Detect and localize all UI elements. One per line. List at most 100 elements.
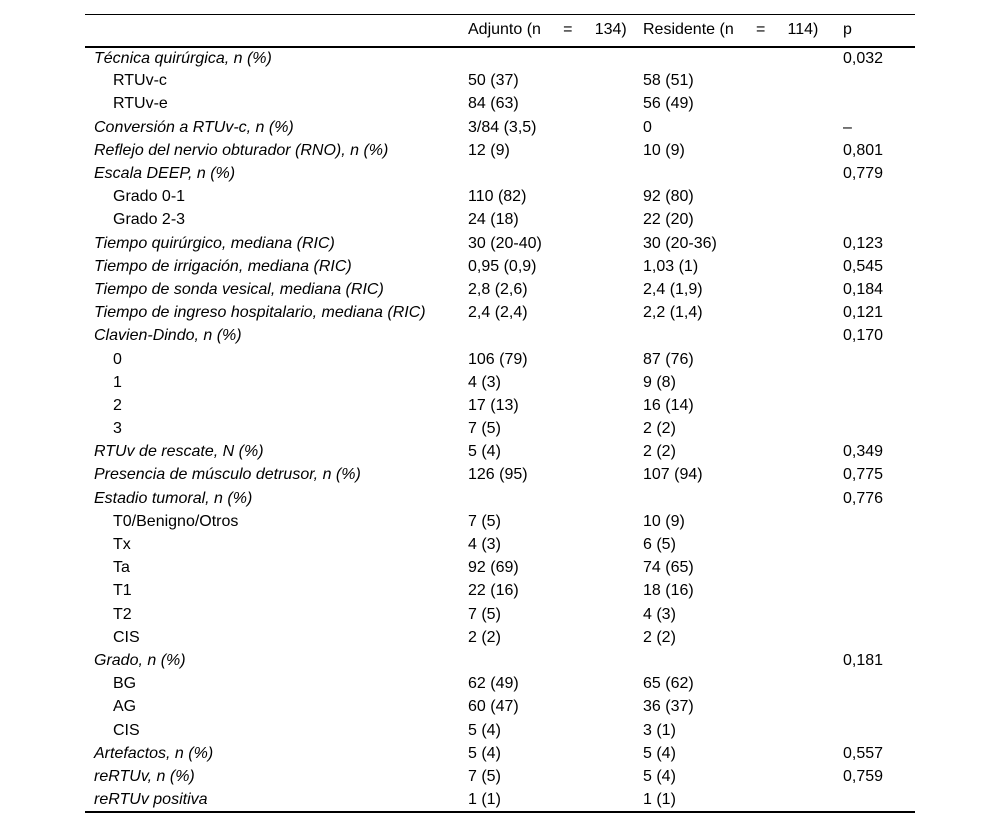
cell-adjunto xyxy=(468,162,643,185)
cell-p-value: 0,349 xyxy=(843,443,884,461)
cell-residente: 56 (49) xyxy=(643,95,694,113)
cell-adjunto: 2,8 (2,6) xyxy=(468,280,528,298)
cell-adjunto: 50 (37) xyxy=(468,72,519,90)
cell-residente: 0 xyxy=(643,118,652,136)
cell-residente: 30 (20-36) xyxy=(643,234,717,252)
cell-residente xyxy=(643,325,843,348)
cell-residente: 4 (3) xyxy=(643,605,676,623)
row-label: Estadio tumoral, n (%) xyxy=(94,489,253,507)
cell-adjunto: 4 (3) xyxy=(468,373,501,391)
cell-adjunto: 110 (82) xyxy=(468,188,527,206)
cell-adjunto xyxy=(468,649,643,672)
table-row: CIS 5 (4) 3 (1) xyxy=(85,719,915,742)
row-label: BG xyxy=(113,675,137,693)
row-label: Escala DEEP, n (%) xyxy=(94,165,236,183)
cell-residente xyxy=(643,487,843,510)
table-row: Ta 92 (69) 74 (65) xyxy=(85,557,915,580)
cell-residente xyxy=(643,649,843,672)
cell-adjunto: 5 (4) xyxy=(468,744,501,762)
cell-adjunto: 92 (69) xyxy=(468,559,519,577)
cell-residente: 9 (8) xyxy=(643,373,676,391)
table-row: 2 17 (13) 16 (14) xyxy=(85,394,915,417)
row-label: reRTUv, n (%) xyxy=(94,767,195,785)
cell-residente: 16 (14) xyxy=(643,396,694,414)
table-row: Grado 0-1 110 (82) 92 (80) xyxy=(85,186,915,209)
cell-adjunto: 62 (49) xyxy=(468,675,519,693)
table-row: Tiempo de sonda vesical, mediana (RIC) 2… xyxy=(85,278,915,301)
cell-adjunto: 126 (95) xyxy=(468,466,528,484)
cell-residente: 2 (2) xyxy=(643,443,676,461)
cell-p-value: 0,801 xyxy=(843,141,884,159)
row-label: RTUv-e xyxy=(113,95,168,113)
cell-residente xyxy=(643,47,843,70)
row-label: Reflejo del nervio obturador (RNO), n (%… xyxy=(94,141,389,159)
cell-adjunto: 7 (5) xyxy=(468,767,501,785)
cell-p-value xyxy=(843,626,915,649)
row-label: Clavien-Dindo, n (%) xyxy=(94,327,242,345)
cell-residente: 6 (5) xyxy=(643,536,676,554)
row-label: Tx xyxy=(113,536,131,554)
row-label: T0/Benigno/Otros xyxy=(113,512,239,530)
header-p: p xyxy=(843,21,852,39)
row-label: 0 xyxy=(113,350,122,368)
cell-residente: 2,2 (1,4) xyxy=(643,304,703,322)
cell-residente: 18 (16) xyxy=(643,582,694,600)
table-row: BG 62 (49) 65 (62) xyxy=(85,673,915,696)
header-label-column xyxy=(85,15,468,47)
table-row: Tiempo quirúrgico, mediana (RIC) 30 (20-… xyxy=(85,232,915,255)
row-label: Presencia de músculo detrusor, n (%) xyxy=(94,466,361,484)
table-row: T0/Benigno/Otros 7 (5) 10 (9) xyxy=(85,510,915,533)
row-label: Ta xyxy=(113,559,130,577)
row-label: Tiempo de irrigación, mediana (RIC) xyxy=(94,257,352,275)
cell-p-value: 0,776 xyxy=(843,489,884,507)
cell-adjunto xyxy=(468,325,643,348)
row-label: Técnica quirúrgica, n (%) xyxy=(94,49,272,67)
cell-residente: 5 (4) xyxy=(643,767,676,785)
row-label: reRTUv positiva xyxy=(94,790,208,808)
row-label: CIS xyxy=(113,721,140,739)
table-row: Conversión a RTUv-c, n (%) 3/84 (3,5) 0 … xyxy=(85,116,915,139)
cell-p-value xyxy=(843,209,915,232)
cell-adjunto: 7 (5) xyxy=(468,512,501,530)
row-label: Conversión a RTUv-c, n (%) xyxy=(94,118,294,136)
table-row: Estadio tumoral, n (%) 0,776 xyxy=(85,487,915,510)
row-label: T1 xyxy=(113,582,132,600)
table-row: Presencia de músculo detrusor, n (%) 126… xyxy=(85,464,915,487)
cell-adjunto: 7 (5) xyxy=(468,605,501,623)
row-label: Artefactos, n (%) xyxy=(94,744,214,762)
row-label: Tiempo quirúrgico, mediana (RIC) xyxy=(94,234,335,252)
cell-p-value xyxy=(843,557,915,580)
table-row: Reflejo del nervio obturador (RNO), n (%… xyxy=(85,139,915,162)
table-row: Escala DEEP, n (%) 0,779 xyxy=(85,162,915,185)
cell-p-value xyxy=(843,371,915,394)
row-label: 2 xyxy=(113,396,122,414)
header-adjunto: Adjunto (n = 134) xyxy=(468,21,627,39)
cell-p-value xyxy=(843,510,915,533)
table-row: 1 4 (3) 9 (8) xyxy=(85,371,915,394)
cell-p-value xyxy=(843,719,915,742)
cell-residente: 1,03 (1) xyxy=(643,257,699,275)
cell-residente: 5 (4) xyxy=(643,744,676,762)
row-label: RTUv de rescate, N (%) xyxy=(94,443,264,461)
cell-adjunto: 2,4 (2,4) xyxy=(468,304,528,322)
cell-p-value: 0,545 xyxy=(843,257,884,275)
cell-adjunto: 5 (4) xyxy=(468,443,501,461)
cell-adjunto xyxy=(468,487,643,510)
row-label: T2 xyxy=(113,605,132,623)
cell-adjunto: 3/84 (3,5) xyxy=(468,118,537,136)
cell-adjunto: 2 (2) xyxy=(468,628,501,646)
table-row: RTUv-e 84 (63) 56 (49) xyxy=(85,93,915,116)
cell-adjunto: 7 (5) xyxy=(468,420,501,438)
cell-p-value: 0,181 xyxy=(843,651,884,669)
row-label: 3 xyxy=(113,420,122,438)
cell-adjunto: 5 (4) xyxy=(468,721,501,739)
cell-p-value: 0,779 xyxy=(843,165,884,183)
cell-residente: 10 (9) xyxy=(643,512,685,530)
cell-adjunto: 84 (63) xyxy=(468,95,519,113)
cell-p-value xyxy=(843,394,915,417)
row-label: CIS xyxy=(113,628,140,646)
table-row: RTUv de rescate, N (%) 5 (4) 2 (2) 0,349 xyxy=(85,441,915,464)
cell-p-value: 0,121 xyxy=(843,304,884,322)
row-label: 1 xyxy=(113,373,122,391)
cell-adjunto: 12 (9) xyxy=(468,141,510,159)
